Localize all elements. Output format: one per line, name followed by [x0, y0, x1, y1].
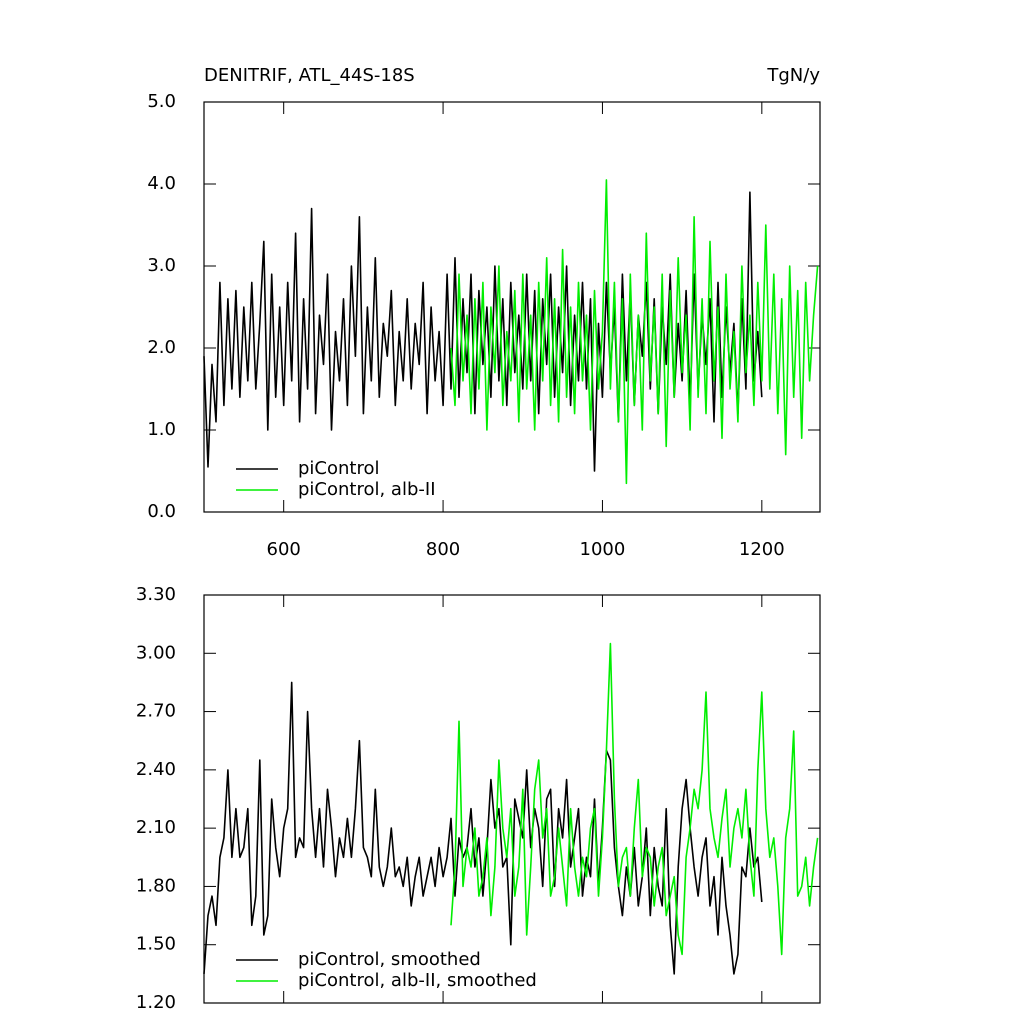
plot-frame [203, 101, 821, 513]
x-tick-label: 1000 [580, 539, 626, 560]
x-tick-label: 1200 [739, 539, 785, 560]
y-tick-label: 3.30 [136, 584, 176, 605]
y-tick-label: 5.0 [147, 91, 176, 112]
series-line [203, 191, 763, 472]
y-tick-label: 1.0 [147, 419, 176, 440]
y-tick-label: 2.10 [136, 817, 176, 838]
y-tick-label: 3.0 [147, 255, 176, 276]
legend-label: piControl, smoothed [298, 949, 481, 970]
y-tick-label: 0.0 [147, 501, 176, 522]
y-tick-label: 2.70 [136, 701, 176, 722]
chart-title: DENITRIF, ATL_44S-18S [204, 65, 415, 86]
y-tick-label: 1.50 [136, 934, 176, 955]
legend-label: piControl, alb-II [298, 479, 436, 500]
y-tick-label: 4.0 [147, 173, 176, 194]
y-tick-label: 1.80 [136, 875, 176, 896]
legend-label: piControl [298, 458, 380, 479]
plot-frame [203, 594, 821, 1004]
y-tick-label: 2.0 [147, 337, 176, 358]
x-tick-label: 800 [426, 539, 460, 560]
y-tick-label: 1.20 [136, 992, 176, 1013]
unit-label: TgN/y [766, 65, 820, 86]
y-tick-label: 2.40 [136, 759, 176, 780]
series-line [450, 642, 819, 956]
legend-label: piControl, alb-II, smoothed [298, 970, 537, 991]
x-tick-label: 600 [267, 539, 301, 560]
y-tick-label: 3.00 [136, 642, 176, 663]
series-line [450, 179, 819, 485]
series-line [203, 681, 763, 975]
